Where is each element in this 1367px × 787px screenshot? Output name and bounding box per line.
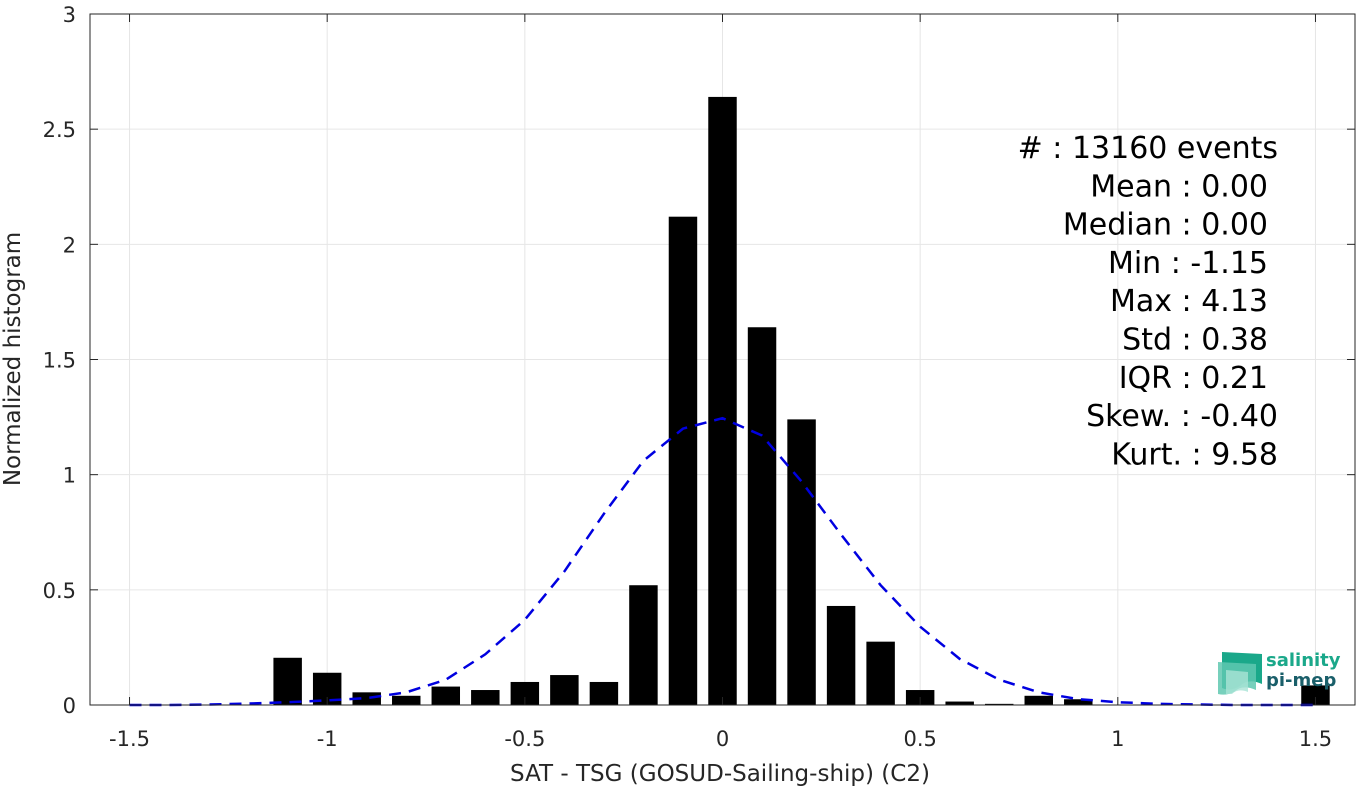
histogram-bar [352,692,381,705]
x-tick-label: -1.5 [109,727,150,751]
histogram-bar [589,681,619,705]
stat-label: # [1018,131,1043,166]
stat-line: Skew. : -0.40 [1086,399,1278,434]
stat-line: IQR : 0.21 [1119,361,1268,396]
stat-separator: : [1172,284,1201,319]
histogram-bar [629,585,658,705]
histogram-bar [1064,699,1093,705]
histogram-bar [392,695,421,705]
axis-ticks [90,13,1355,706]
histogram-bar [550,675,579,705]
y-tick-label: 0 [63,694,76,718]
stat-label: Max [1110,284,1172,319]
y-tick-label: 2 [63,233,76,257]
histogram-bar [273,657,302,705]
stat-separator: : [1172,208,1201,243]
stat-value: 0.00 [1201,208,1268,243]
histogram-bar [471,690,500,705]
stat-line: Std : 0.38 [1122,323,1268,358]
stat-label: Skew. [1086,399,1171,434]
logo-text-pi-mep: pi-mep [1266,670,1336,691]
x-tick-label: 0 [716,727,729,751]
x-tick-label: 1 [1111,727,1124,751]
stat-value: -1.15 [1190,246,1268,281]
histogram-bar [787,419,816,705]
histogram-bar [668,216,698,705]
histogram-bar [945,701,974,705]
y-tick-label: 0.5 [43,579,76,603]
stat-label: Mean [1090,169,1172,204]
stat-label: Median [1063,208,1172,243]
stat-line: Max : 4.13 [1110,284,1268,319]
x-tick-labels: -1.5 -1 -0.5 0 0.5 1 1.5 [109,727,1332,751]
stat-line: Median : 0.00 [1063,208,1268,243]
stat-value: 0.21 [1201,361,1268,396]
stat-line: Kurt. : 9.58 [1111,437,1278,472]
salinity-pi-mep-logo: salinity pi-mep [1218,650,1341,695]
stat-separator: : [1171,399,1200,434]
stat-separator: : [1161,246,1190,281]
histogram-bar [431,686,461,705]
histogram-bar [866,641,895,705]
stat-line: Mean : 0.00 [1090,169,1268,204]
histogram-bar [826,605,856,705]
y-tick-label: 1.5 [43,349,76,373]
stat-value: -0.40 [1200,399,1278,434]
y-axis-title: Normalized histogram [0,232,26,486]
histogram-bars [273,96,1330,706]
x-tick-label: 1.5 [1299,727,1332,751]
stat-value: 0.00 [1201,169,1268,204]
y-tick-label: 1 [63,464,76,488]
stat-separator: : [1172,323,1201,358]
y-tick-labels: 0 0.5 1 1.5 2 2.5 3 [43,3,76,718]
stat-line: # : 13160 events [1018,131,1278,166]
stat-label: IQR [1119,361,1172,396]
y-tick-label: 2.5 [43,118,76,142]
stat-label: Kurt. [1111,437,1182,472]
logo-text-salinity: salinity [1266,650,1341,671]
stat-separator: : [1043,131,1072,166]
stat-value: 9.58 [1211,437,1278,472]
stat-separator: : [1172,361,1201,396]
stat-value: 13160 events [1072,131,1278,166]
x-axis-title: SAT - TSG (GOSUD-Sailing-ship) (C2) [510,761,930,787]
salinity-waves-icon [1218,652,1262,695]
stat-line: Min : -1.15 [1108,246,1268,281]
x-tick-label: -0.5 [504,727,545,751]
normal-fit-curve [129,416,1316,707]
histogram-bar [1301,685,1330,705]
histogram-bar [747,327,777,705]
stat-label: Std [1122,323,1172,358]
histogram-bar [708,96,737,706]
histogram-bar [984,703,1014,705]
stat-value: 4.13 [1201,284,1268,319]
y-tick-label: 3 [63,3,76,27]
stat-separator: : [1172,169,1201,204]
stat-label: Min [1108,246,1161,281]
histogram-bar [1024,695,1053,705]
x-tick-label: 0.5 [903,727,936,751]
stat-value: 0.38 [1201,323,1268,358]
stat-separator: : [1182,437,1211,472]
x-tick-label: -1 [317,727,338,751]
histogram-bar [510,681,540,705]
